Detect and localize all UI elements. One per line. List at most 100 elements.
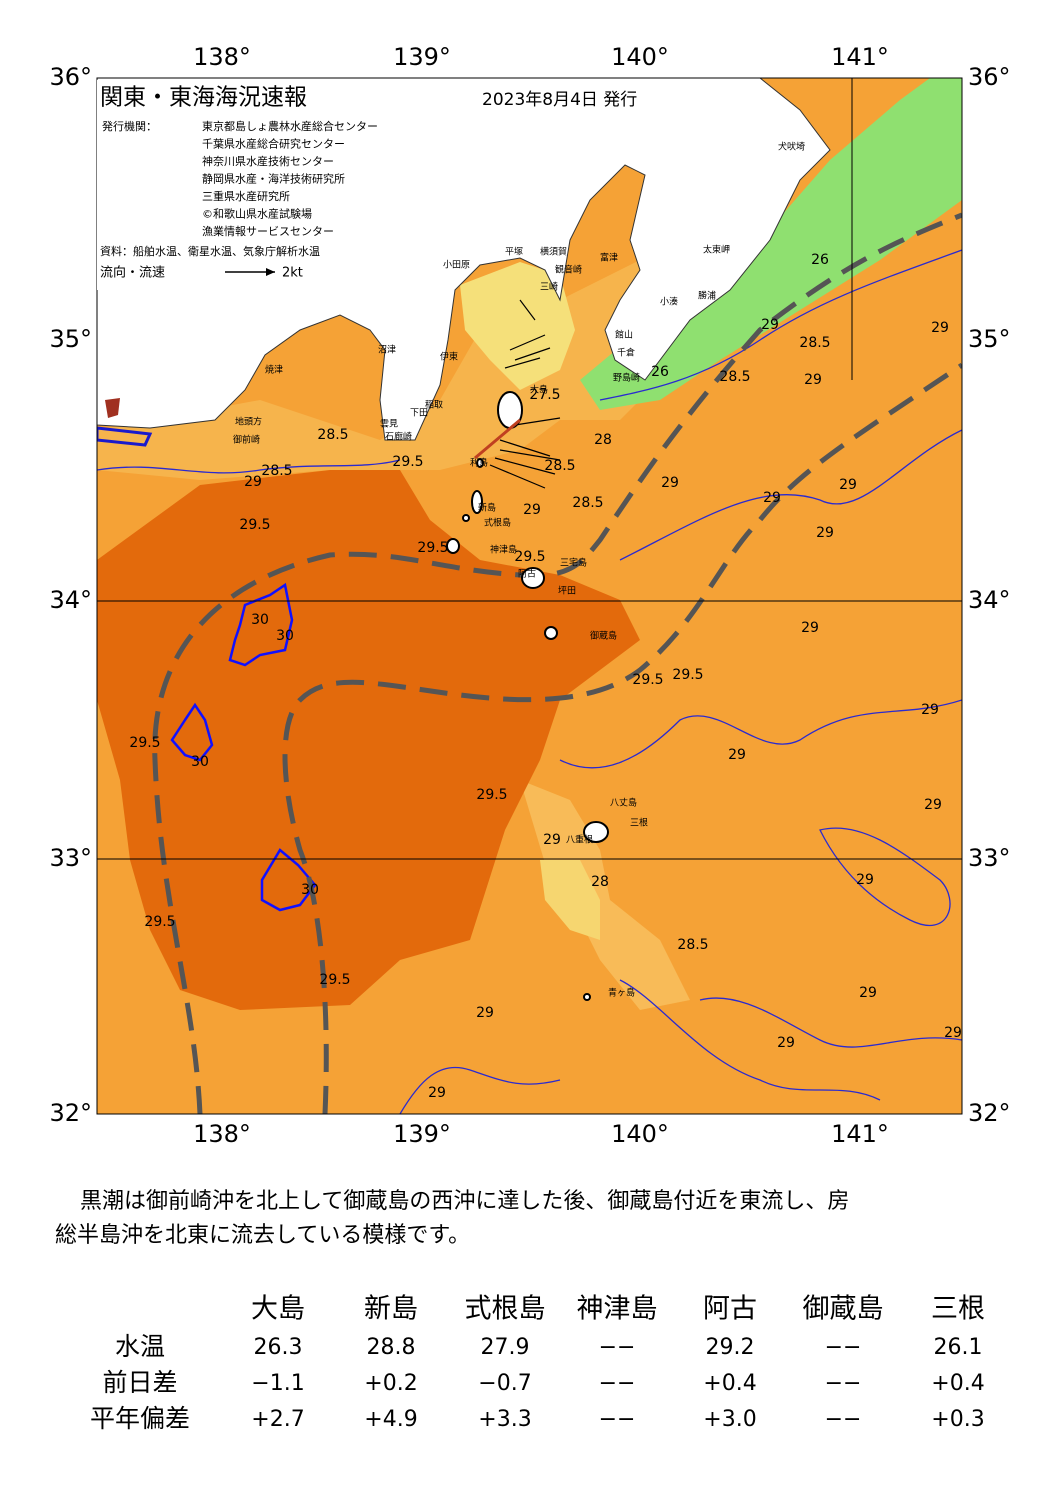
isotherm-label: 28.5 [677, 937, 708, 953]
table-cell: −1.1 [251, 1371, 304, 1396]
place-name: 館山 [615, 329, 633, 341]
cool-zone [540, 860, 600, 940]
isotherm-label: 27.5 [529, 387, 560, 403]
isotherm-label: 28.5 [544, 458, 575, 474]
table-header: 新島 [364, 1294, 418, 1325]
place-name: 千倉 [617, 347, 635, 359]
isotherm-label: 29 [761, 317, 779, 333]
isotherm-label: 29 [763, 490, 781, 506]
warm-zone [97, 260, 660, 480]
isotherm-label: 28.5 [572, 495, 603, 511]
table-cell: 26.1 [934, 1335, 983, 1360]
isotherm-label: 30 [251, 612, 269, 628]
table-cell: +3.3 [478, 1407, 531, 1432]
publisher-label: 発行機関： [102, 119, 157, 133]
place-name: 御前崎 [233, 434, 260, 446]
place-name: 勝浦 [698, 290, 716, 302]
warm-core [97, 470, 640, 1010]
isotherm-label: 30 [276, 628, 294, 644]
place-name: 八重根 [566, 834, 593, 846]
place-name: 横須賀 [540, 246, 567, 258]
isotherm-label: 28.5 [799, 335, 830, 351]
latitude-label: 34° [49, 586, 92, 614]
table-header: 神津島 [577, 1294, 658, 1325]
table-cell: 29.2 [706, 1335, 755, 1360]
place-name: 富津 [600, 252, 618, 264]
isotherm-label: 29.5 [239, 517, 270, 533]
date: 2023年8月4日 発行 [482, 90, 637, 110]
isotherm-label: 29.5 [144, 914, 175, 930]
table-cell: −− [825, 1335, 862, 1360]
legend-scale: 2kt [282, 266, 303, 281]
place-name: 三根 [630, 817, 648, 829]
land-mark [105, 398, 120, 418]
place-name: 雲見 [380, 419, 398, 430]
place-name: 観音崎 [555, 264, 582, 276]
latitude-label: 36° [968, 63, 1011, 91]
isotherm-label: 29.5 [632, 672, 663, 688]
place-name: 御蔵島 [590, 630, 617, 642]
table-header: 式根島 [465, 1294, 546, 1325]
place-name: 小田原 [443, 260, 470, 271]
isotherm-label: 29.5 [476, 787, 507, 803]
publisher: 三重県水産研究所 [202, 189, 290, 203]
table-cell: −0.7 [478, 1371, 531, 1396]
isotherm-label: 29.5 [319, 972, 350, 988]
place-name: 青ヶ島 [608, 987, 635, 999]
table-cell: −− [825, 1407, 862, 1432]
source: 資料：船舶水温、衛星水温、気象庁解析水温 [100, 244, 320, 258]
row-label: 平年偏差 [90, 1404, 190, 1433]
graticule [97, 78, 962, 860]
place-name: 稲取 [425, 399, 443, 411]
isotherm-label: 29 [859, 985, 877, 1001]
place-name: 地頭方 [235, 416, 262, 428]
place-name: 大島 [530, 384, 548, 396]
longitude-label: 138° [193, 43, 251, 71]
isotherm-label: 29 [931, 320, 949, 336]
isotherm-label: 30 [301, 882, 319, 898]
isotherm-label: 26 [651, 364, 669, 380]
publisher: 漁業情報サービスセンター [202, 224, 334, 238]
isotherm-label: 29 [944, 1025, 962, 1041]
longitude-label: 139° [393, 1120, 451, 1148]
isotherm-label: 29.5 [672, 667, 703, 683]
isotherm-label: 28.5 [719, 369, 750, 385]
table-header: 御蔵島 [803, 1294, 884, 1325]
publisher: 千葉県水産総合研究センター [202, 137, 345, 151]
table-cell: −− [599, 1371, 636, 1396]
latitude-label: 32° [49, 1099, 92, 1127]
table-cell: +0.4 [931, 1371, 984, 1396]
date-box [442, 80, 692, 118]
table-cell: +0.2 [364, 1371, 417, 1396]
cool-zone [460, 262, 575, 390]
map-frame [96, 77, 963, 1115]
place-name: 野島崎 [613, 372, 640, 384]
table-cell: +0.3 [931, 1407, 984, 1432]
place-name: 新島 [478, 502, 496, 514]
description: 黒潮は御前崎沖を北上して御蔵島の西沖に達した後、御蔵島付近を東流し、房 [80, 1189, 849, 1214]
legend-label: 流向・流速 [100, 265, 165, 281]
isotherm-label: 26 [811, 252, 829, 268]
isotherm-label: 29.5 [417, 540, 448, 556]
table-header: 三根 [931, 1294, 985, 1325]
place-name: 坪田 [558, 586, 576, 597]
publisher: 東京都島しょ農林水産総合センター [202, 119, 378, 133]
table-cell: −− [825, 1371, 862, 1396]
isotherm-label: 29 [777, 1035, 795, 1051]
longitude-label: 140° [611, 43, 669, 71]
isotherm-label: 29 [839, 477, 857, 493]
table-cell: 26.3 [254, 1335, 303, 1360]
table-cell: +0.4 [703, 1371, 756, 1396]
row-label: 水温 [115, 1332, 165, 1361]
table-cell: +4.9 [364, 1407, 417, 1432]
isotherm-label: 28 [591, 874, 609, 890]
isotherm-label: 29 [801, 620, 819, 636]
isotherm-label: 29 [804, 372, 822, 388]
isotherm-label: 29 [543, 832, 561, 848]
place-name: 利島 [470, 457, 488, 469]
latitude-label: 33° [968, 844, 1011, 872]
latitude-label: 35° [968, 325, 1011, 353]
isotherm-label: 28 [594, 432, 612, 448]
map [97, 78, 962, 1114]
table-header: 大島 [251, 1294, 305, 1325]
